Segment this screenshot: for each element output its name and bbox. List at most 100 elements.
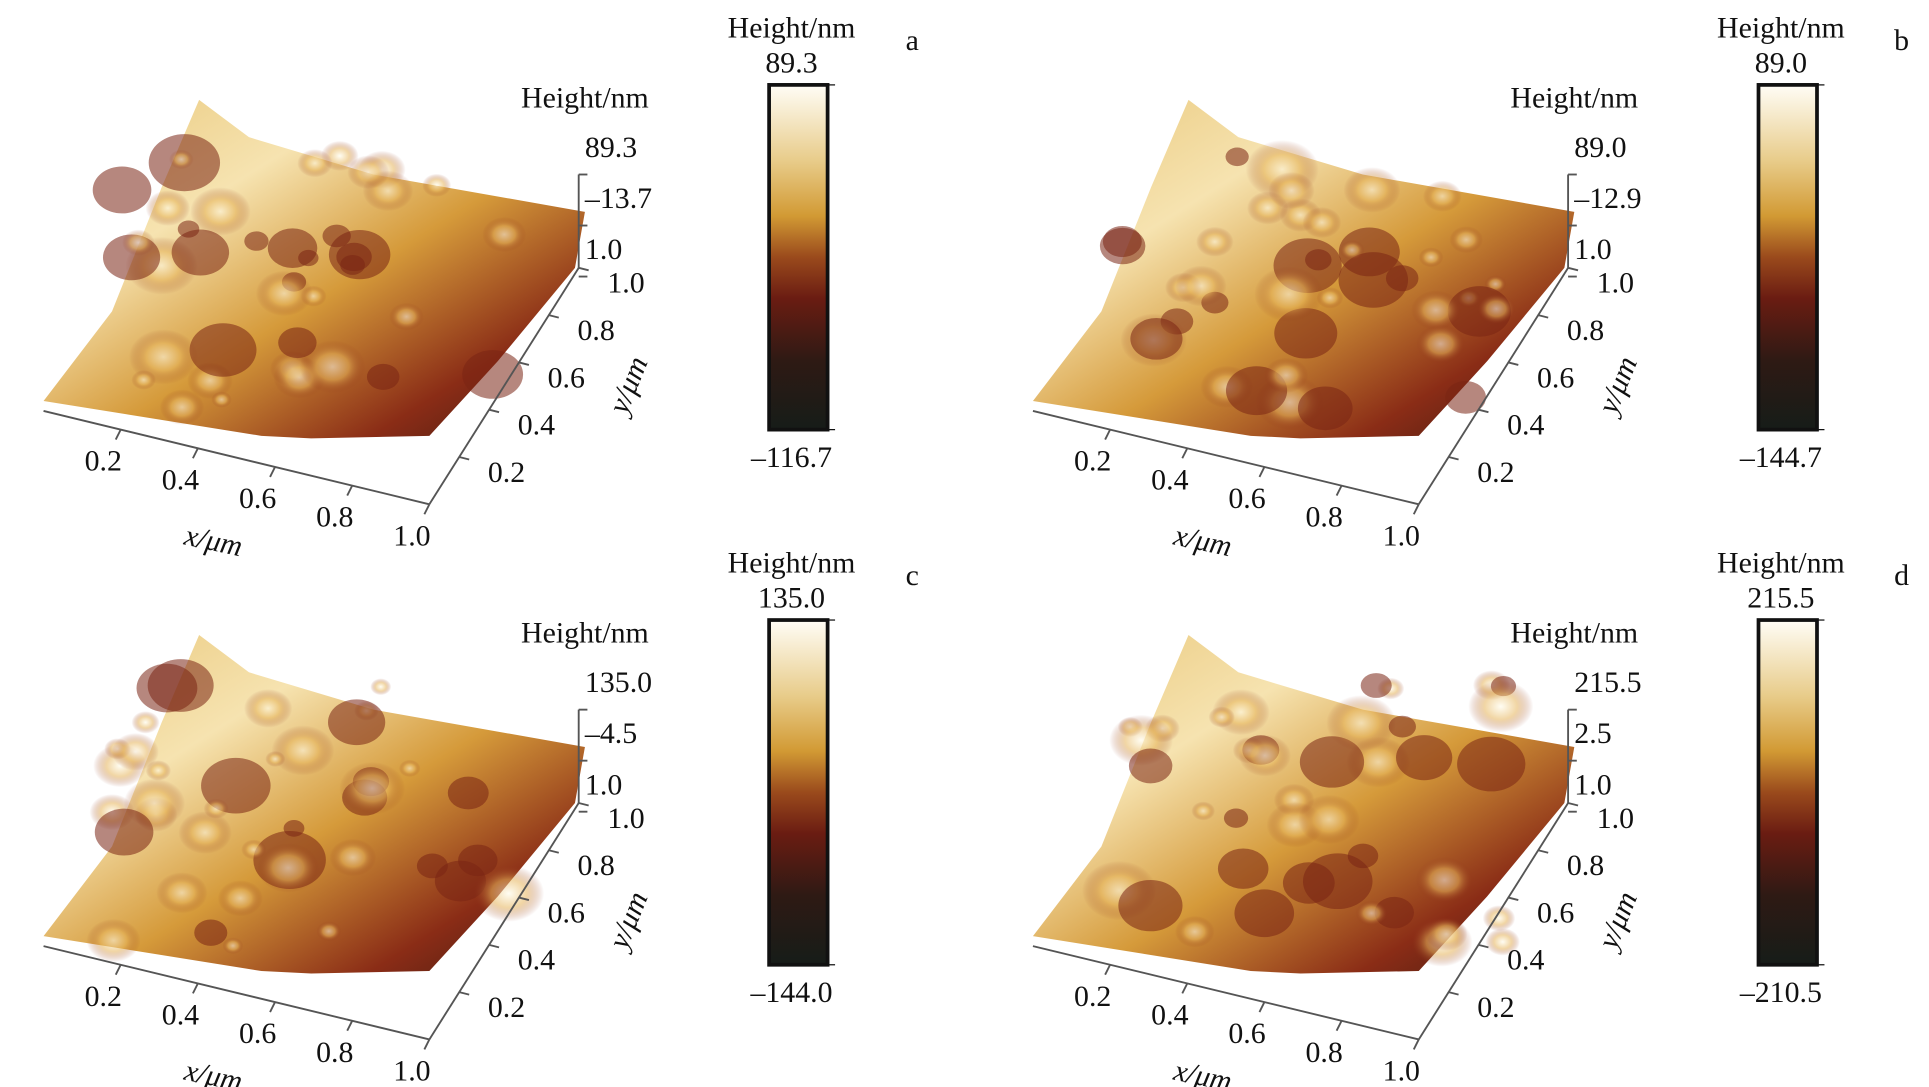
x-tick	[1181, 983, 1189, 994]
surface-bump	[203, 798, 229, 819]
surface-bump	[92, 166, 152, 214]
y-tick-label: 0.2	[488, 456, 525, 489]
y-tick	[1448, 991, 1459, 996]
surface-bump	[257, 843, 320, 893]
panel-label: a	[906, 24, 919, 57]
surface-bump	[1299, 736, 1365, 788]
x-tick-label: 0.4	[1151, 999, 1188, 1032]
y-tick-label: 1.0	[1597, 802, 1634, 835]
surface-bump	[1254, 266, 1324, 322]
surface-bump	[278, 327, 317, 359]
colorbar-tick-label: 215.5	[1747, 582, 1814, 615]
x-tick	[1412, 1039, 1420, 1050]
z-tick-label: –12.9	[1573, 182, 1641, 215]
x-tick	[1258, 1001, 1266, 1013]
surface-bump	[1395, 735, 1453, 781]
surface-bump	[422, 173, 452, 197]
y-tick	[548, 314, 560, 319]
surface	[43, 99, 585, 439]
surface-bump	[241, 839, 267, 860]
colorbar-tick-label: –144.7	[1739, 441, 1822, 474]
x-tick	[1104, 964, 1111, 976]
surface-bump	[1302, 207, 1342, 239]
surface-bump	[1264, 357, 1309, 394]
y-tick	[1508, 896, 1519, 901]
x-axis	[1032, 410, 1419, 506]
colorbar	[1756, 83, 1819, 432]
surface-bump	[1485, 928, 1520, 956]
surface-bump	[178, 811, 232, 854]
z-tick-label: 89.3	[585, 131, 637, 164]
colorbar-label: Height/nm	[728, 547, 856, 580]
x-axis	[1032, 945, 1419, 1041]
surface-bump	[316, 921, 342, 942]
x-tick-label: 1.0	[393, 519, 430, 552]
surface-bump	[462, 350, 524, 399]
surface-bump	[156, 872, 208, 914]
surface-bump	[136, 663, 198, 713]
y-tick	[459, 456, 470, 461]
z-tick-label: 2.5	[1574, 717, 1611, 750]
y-axis-label: y/μm	[601, 352, 654, 421]
y-tick	[459, 991, 470, 996]
x-tick	[114, 429, 122, 441]
surface-bump	[86, 918, 141, 963]
y-tick	[518, 896, 530, 901]
z-axis-label: Height/nm	[521, 81, 649, 114]
panel-label: d	[1894, 559, 1909, 592]
surface-bump	[244, 231, 269, 251]
surface-bump	[283, 820, 305, 837]
x-tick-label: 0.4	[162, 999, 199, 1032]
y-tick-label: 0.2	[1477, 456, 1514, 489]
panel: 0.2 0.4 0.6 0.8 1.0 0.2 0.4 0.6 0.8 1.0 89.3 –13.7 1…	[43, 12, 919, 563]
x-tick-label: 0.6	[239, 482, 276, 515]
z-tick-label: –4.5	[584, 717, 637, 750]
surface-bump	[1298, 794, 1360, 845]
y-tick	[1537, 849, 1549, 854]
surface-bump	[1217, 848, 1269, 889]
surface-bump	[1102, 225, 1142, 258]
z-tick-label: 1.0	[1574, 768, 1611, 801]
surface-bump	[1225, 147, 1249, 167]
x-tick	[269, 1001, 276, 1013]
surface-bump	[131, 711, 160, 734]
y-axis	[1417, 267, 1569, 505]
colorbar-tick-label: –210.5	[1739, 976, 1822, 1009]
z-tick-label: 215.5	[1574, 666, 1641, 699]
surface-bump	[1445, 381, 1487, 414]
surface-bump	[1130, 317, 1183, 360]
z-tick-label: 1.0	[585, 233, 622, 266]
x-axis-label: x/μm	[1170, 519, 1235, 564]
surface-bump	[131, 370, 156, 390]
surface-bump	[482, 216, 527, 253]
y-tick	[1478, 943, 1489, 949]
x-tick-label: 0.8	[316, 1036, 353, 1069]
surface-bump	[1338, 227, 1400, 277]
x-tick	[346, 485, 354, 497]
x-tick	[1258, 466, 1266, 478]
x-axis-label: x/μm	[181, 1054, 246, 1087]
x-tick	[423, 503, 431, 515]
y-tick	[1478, 408, 1489, 414]
z-tick-label: 1.0	[1574, 233, 1611, 266]
panel-label: c	[906, 559, 919, 592]
surface-bump	[1128, 748, 1173, 784]
surface-bump	[1326, 695, 1397, 751]
surface-bump	[171, 229, 230, 276]
surface-bump	[177, 220, 200, 238]
y-axis	[1417, 802, 1569, 1040]
x-tick	[346, 1020, 354, 1032]
z-tick-label: –13.7	[584, 182, 652, 215]
surface-bump	[1316, 287, 1344, 309]
y-axis	[428, 267, 580, 505]
y-axis-label: y/μm	[601, 887, 654, 956]
surface-bump	[1238, 734, 1292, 777]
y-axis	[428, 802, 580, 1040]
surface-bump	[1360, 673, 1392, 698]
surface-bump	[1416, 324, 1466, 364]
surface-bump	[145, 760, 172, 781]
surface-bump	[458, 844, 498, 877]
x-tick	[1104, 429, 1111, 441]
y-axis-label: y/μm	[1590, 352, 1643, 421]
